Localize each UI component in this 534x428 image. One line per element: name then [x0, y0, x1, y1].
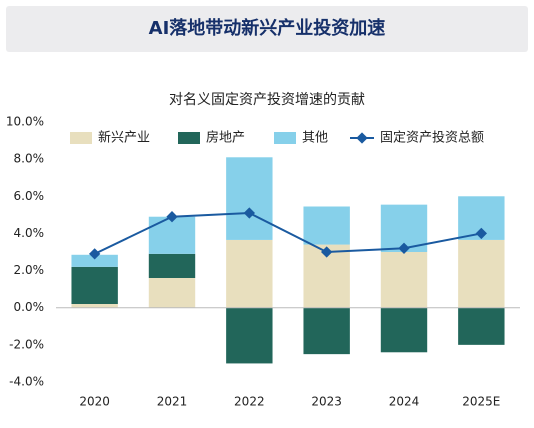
y-tick-label: 6.0% [14, 189, 45, 203]
y-tick-label: 2.0% [14, 263, 45, 277]
line-marker [475, 227, 487, 240]
bar-segment [226, 239, 273, 308]
bar-segment [458, 307, 505, 345]
y-tick-label: 4.0% [14, 226, 45, 240]
legend-swatch [70, 132, 92, 144]
bar-segment [303, 307, 350, 355]
x-tick-label: 2023 [311, 395, 342, 409]
x-tick-label: 2025E [462, 395, 500, 409]
x-tick-label: 2024 [389, 395, 420, 409]
x-tick-label: 2022 [234, 395, 265, 409]
header-banner [6, 6, 528, 52]
bar-segment [71, 266, 118, 304]
y-tick-label: 8.0% [14, 152, 45, 166]
bar-segment [380, 307, 428, 353]
bar-segment [71, 254, 118, 267]
bar-segment [380, 252, 428, 308]
line [94, 211, 482, 255]
legend-swatch [178, 132, 200, 144]
bar-segment [148, 216, 196, 254]
legend-swatch [274, 132, 296, 144]
bar-segment [71, 304, 118, 308]
bar-segment [303, 206, 350, 245]
legend-marker [356, 132, 368, 144]
line-marker [243, 207, 255, 219]
x-tick-label: 2020 [79, 395, 110, 409]
y-tick-label: -2.0% [9, 337, 44, 351]
legend-label: 房地产 [206, 130, 245, 146]
bar-segment [458, 239, 505, 308]
bar-segment [226, 307, 273, 364]
line-marker [398, 242, 410, 254]
bar-segment [226, 157, 273, 240]
legend-label: 新兴产业 [98, 130, 150, 146]
y-tick-label: 0.0% [14, 300, 45, 314]
x-tick-label: 2021 [157, 395, 188, 409]
legend-label: 其他 [302, 131, 328, 146]
y-tick-label: 10.0% [6, 115, 44, 129]
header-title: AI落地带动新兴产业投资加速 [149, 17, 386, 39]
chart-title: 对名义固定资产投资增速的贡献 [169, 92, 365, 108]
line-marker [166, 211, 178, 223]
bar-segment [148, 278, 196, 308]
y-tick-label: -4.0% [9, 375, 44, 389]
line-marker [321, 246, 333, 258]
bar-segment [148, 253, 196, 278]
legend-label: 固定资产投资总额 [380, 130, 484, 146]
